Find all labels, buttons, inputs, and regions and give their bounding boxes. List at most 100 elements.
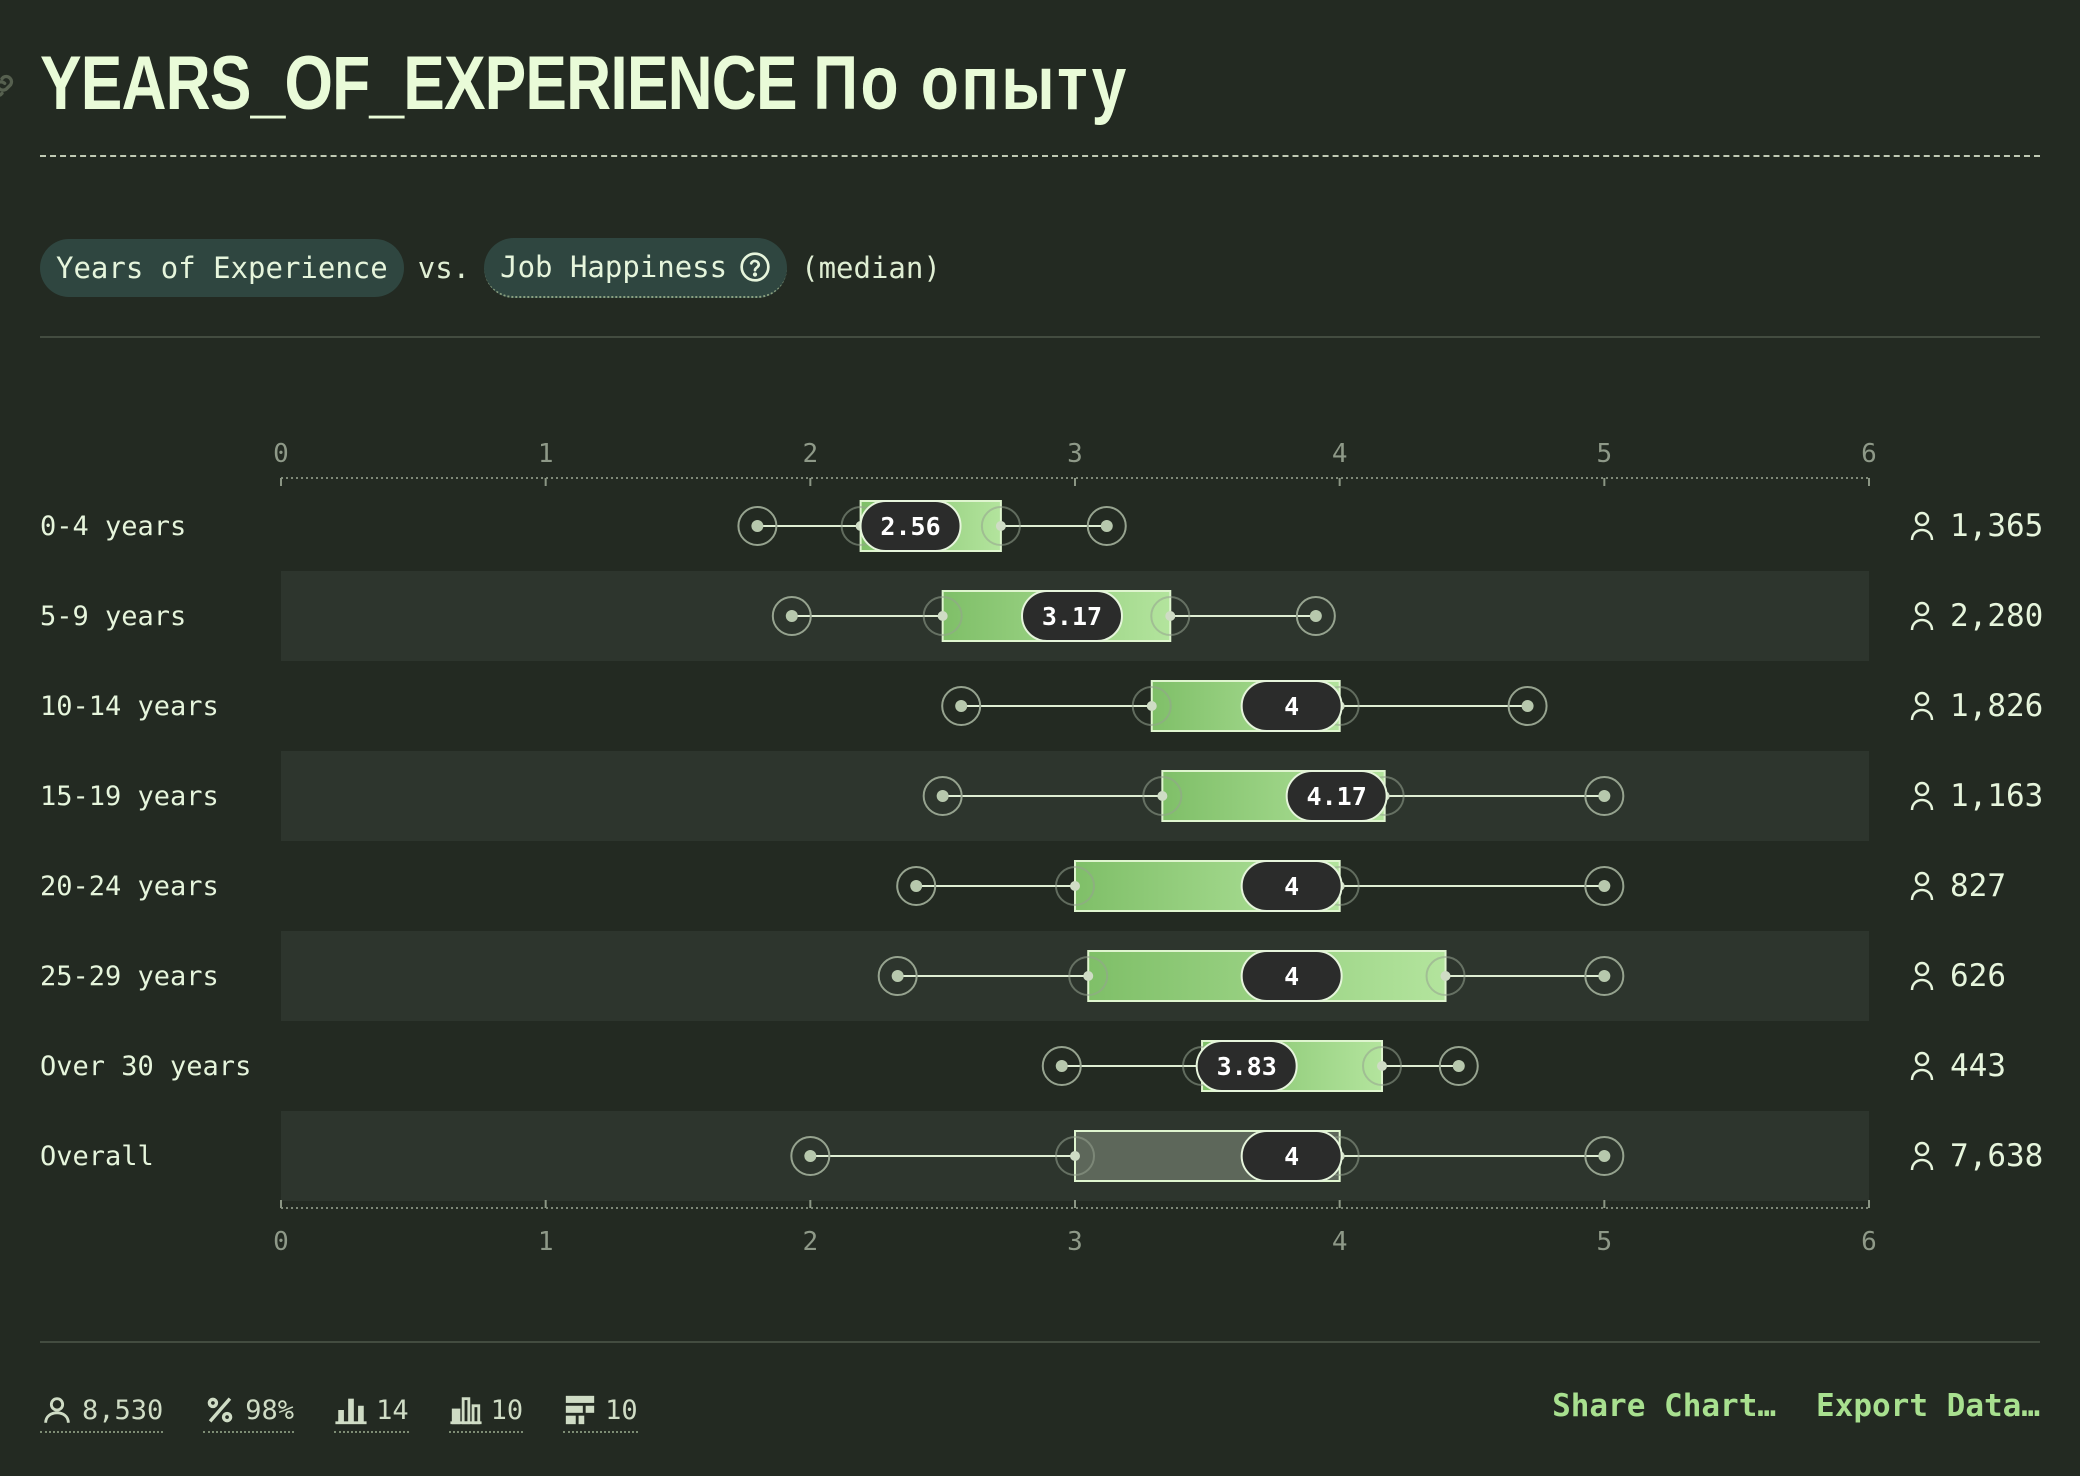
row-count: 443 (1950, 1048, 2006, 1084)
median-pill (1020, 590, 1123, 642)
median-pill (1240, 860, 1343, 912)
help-icon[interactable] (739, 251, 771, 283)
row-count: 1,365 (1950, 508, 2043, 544)
whisker-high-ring (1584, 956, 1625, 996)
median-label: 4 (1284, 692, 1299, 721)
variable-selectors: Years of Experience vs. Job Happiness (m… (40, 238, 941, 298)
bar-chart-stat[interactable]: 14 (334, 1393, 409, 1433)
person-icon-body (1910, 1068, 1934, 1081)
y-variable-pill[interactable]: Job Happiness (484, 238, 788, 298)
tick-label: 4 (1332, 439, 1348, 469)
footer-divider (40, 1341, 2040, 1343)
percent-value: 98% (245, 1394, 295, 1426)
percent-stat[interactable]: 98% (203, 1393, 295, 1433)
whisker-low-dot (1055, 1060, 1068, 1072)
row-count: 7,638 (1950, 1138, 2043, 1174)
person-icon-body (1910, 708, 1934, 721)
whisker-low-ring (790, 1136, 831, 1176)
whisker-high-ring (1086, 506, 1127, 546)
whisker-low-ring (941, 686, 982, 726)
whisker-low-ring (1041, 1046, 1082, 1086)
bar-chart-outline-icon (449, 1397, 482, 1425)
footer-stats: 8,530 98% 14 10 10 (40, 1385, 678, 1441)
quartile-ring (1131, 686, 1172, 726)
quartile-ring (1362, 1046, 1403, 1086)
respondents-stat[interactable]: 8,530 (40, 1393, 164, 1433)
person-icon-body (1910, 1158, 1934, 1171)
tick-label: 0 (273, 1227, 289, 1257)
median-pill (1240, 680, 1343, 732)
whisker-low-ring (922, 776, 963, 816)
percent-icon (207, 1397, 233, 1423)
person-icon-body (1910, 798, 1934, 811)
whisker-low-ring (737, 506, 778, 546)
quartile-dot (1070, 1151, 1080, 1161)
tick-label: 5 (1597, 1227, 1613, 1257)
quartile-dot (1440, 971, 1451, 981)
box-row: Overall 4 7,638 (40, 1130, 2043, 1182)
person-icon-body (1910, 618, 1934, 631)
median-pill (1240, 1130, 1343, 1182)
quartile-dot (1377, 1061, 1388, 1071)
quartile-dot (1083, 971, 1094, 981)
vs-label: vs. (417, 251, 471, 285)
whisker-high-ring (1584, 776, 1625, 816)
bar-chart-outline-stat[interactable]: 10 (448, 1393, 524, 1433)
median-label: 4 (1284, 872, 1299, 901)
median-label: 3.83 (1217, 1052, 1277, 1081)
median-label: 4.17 (1307, 782, 1367, 811)
link-icon[interactable] (0, 70, 18, 102)
tick-label: 2 (803, 439, 819, 469)
person-icon-head (1914, 511, 1930, 527)
median-note: (median) (801, 251, 941, 285)
row-label: 20-24 years (40, 871, 219, 902)
tick-label: 4 (1332, 1227, 1348, 1257)
person-icon (1910, 691, 1934, 721)
person-icon (1910, 511, 1934, 541)
median-label: 3.17 (1042, 602, 1102, 631)
quartile-dot (995, 521, 1006, 531)
share-chart-button[interactable]: Share Chart… (1552, 1388, 1777, 1424)
whisker-low-dot (804, 1150, 817, 1162)
median-label: 4 (1284, 1142, 1299, 1171)
tick-label: 3 (1067, 439, 1083, 469)
quartile-ring (1055, 1136, 1095, 1176)
quartile-dot (1146, 701, 1157, 711)
box-row: 15-19 years 4.17 1,163 (40, 770, 2043, 822)
median-pill (859, 500, 962, 552)
boxplot-chart: 0 1 2 3 4 5 6 0 1 2 3 4 5 6 0-4 years 2.56 1,365 5-9 yea… (40, 439, 2043, 1257)
person-icon-head (1914, 781, 1930, 797)
person-icon-head (1914, 601, 1930, 617)
row-label: 5-9 years (40, 601, 186, 632)
tick-label: 5 (1597, 439, 1613, 469)
whisker-high-dot (1100, 520, 1113, 532)
person-icon (1910, 871, 1934, 901)
x-variable-pill[interactable]: Years of Experience (40, 239, 404, 297)
person-icon-head (1914, 691, 1930, 707)
person-icon (1910, 961, 1934, 991)
whisker-low-dot (955, 700, 968, 712)
row-count: 626 (1950, 958, 2006, 994)
row-label: Over 30 years (40, 1051, 251, 1082)
whisker-low-ring (877, 956, 918, 996)
row-label: 25-29 years (40, 961, 219, 992)
y-variable-label: Job Happiness (500, 250, 728, 284)
whisker-high-ring (1438, 1046, 1479, 1086)
whisker-low-dot (910, 880, 923, 892)
row-label: Overall (40, 1141, 154, 1172)
quartile-ring (980, 506, 1021, 546)
export-data-button[interactable]: Export Data… (1816, 1388, 2040, 1424)
box-row: 10-14 years 4 1,826 (40, 680, 2043, 732)
respondents-value: 8,530 (82, 1394, 164, 1426)
whisker-high-ring (1584, 1136, 1625, 1176)
bar-chart-value: 14 (376, 1394, 409, 1426)
whisker-high-dot (1521, 700, 1534, 712)
box-row: 25-29 years 4 626 (40, 950, 2006, 1002)
grid-chart-stat[interactable]: 10 (563, 1393, 638, 1433)
whisker-high-dot (1598, 970, 1611, 982)
whisker-low-ring (896, 866, 937, 906)
whisker-high-dot (1598, 1150, 1611, 1162)
quartile-dot (937, 611, 948, 621)
bar-chart-outline-value: 10 (490, 1394, 524, 1426)
page-title: YEARS_OF_EXPERIENCE По опыту (40, 38, 1129, 130)
